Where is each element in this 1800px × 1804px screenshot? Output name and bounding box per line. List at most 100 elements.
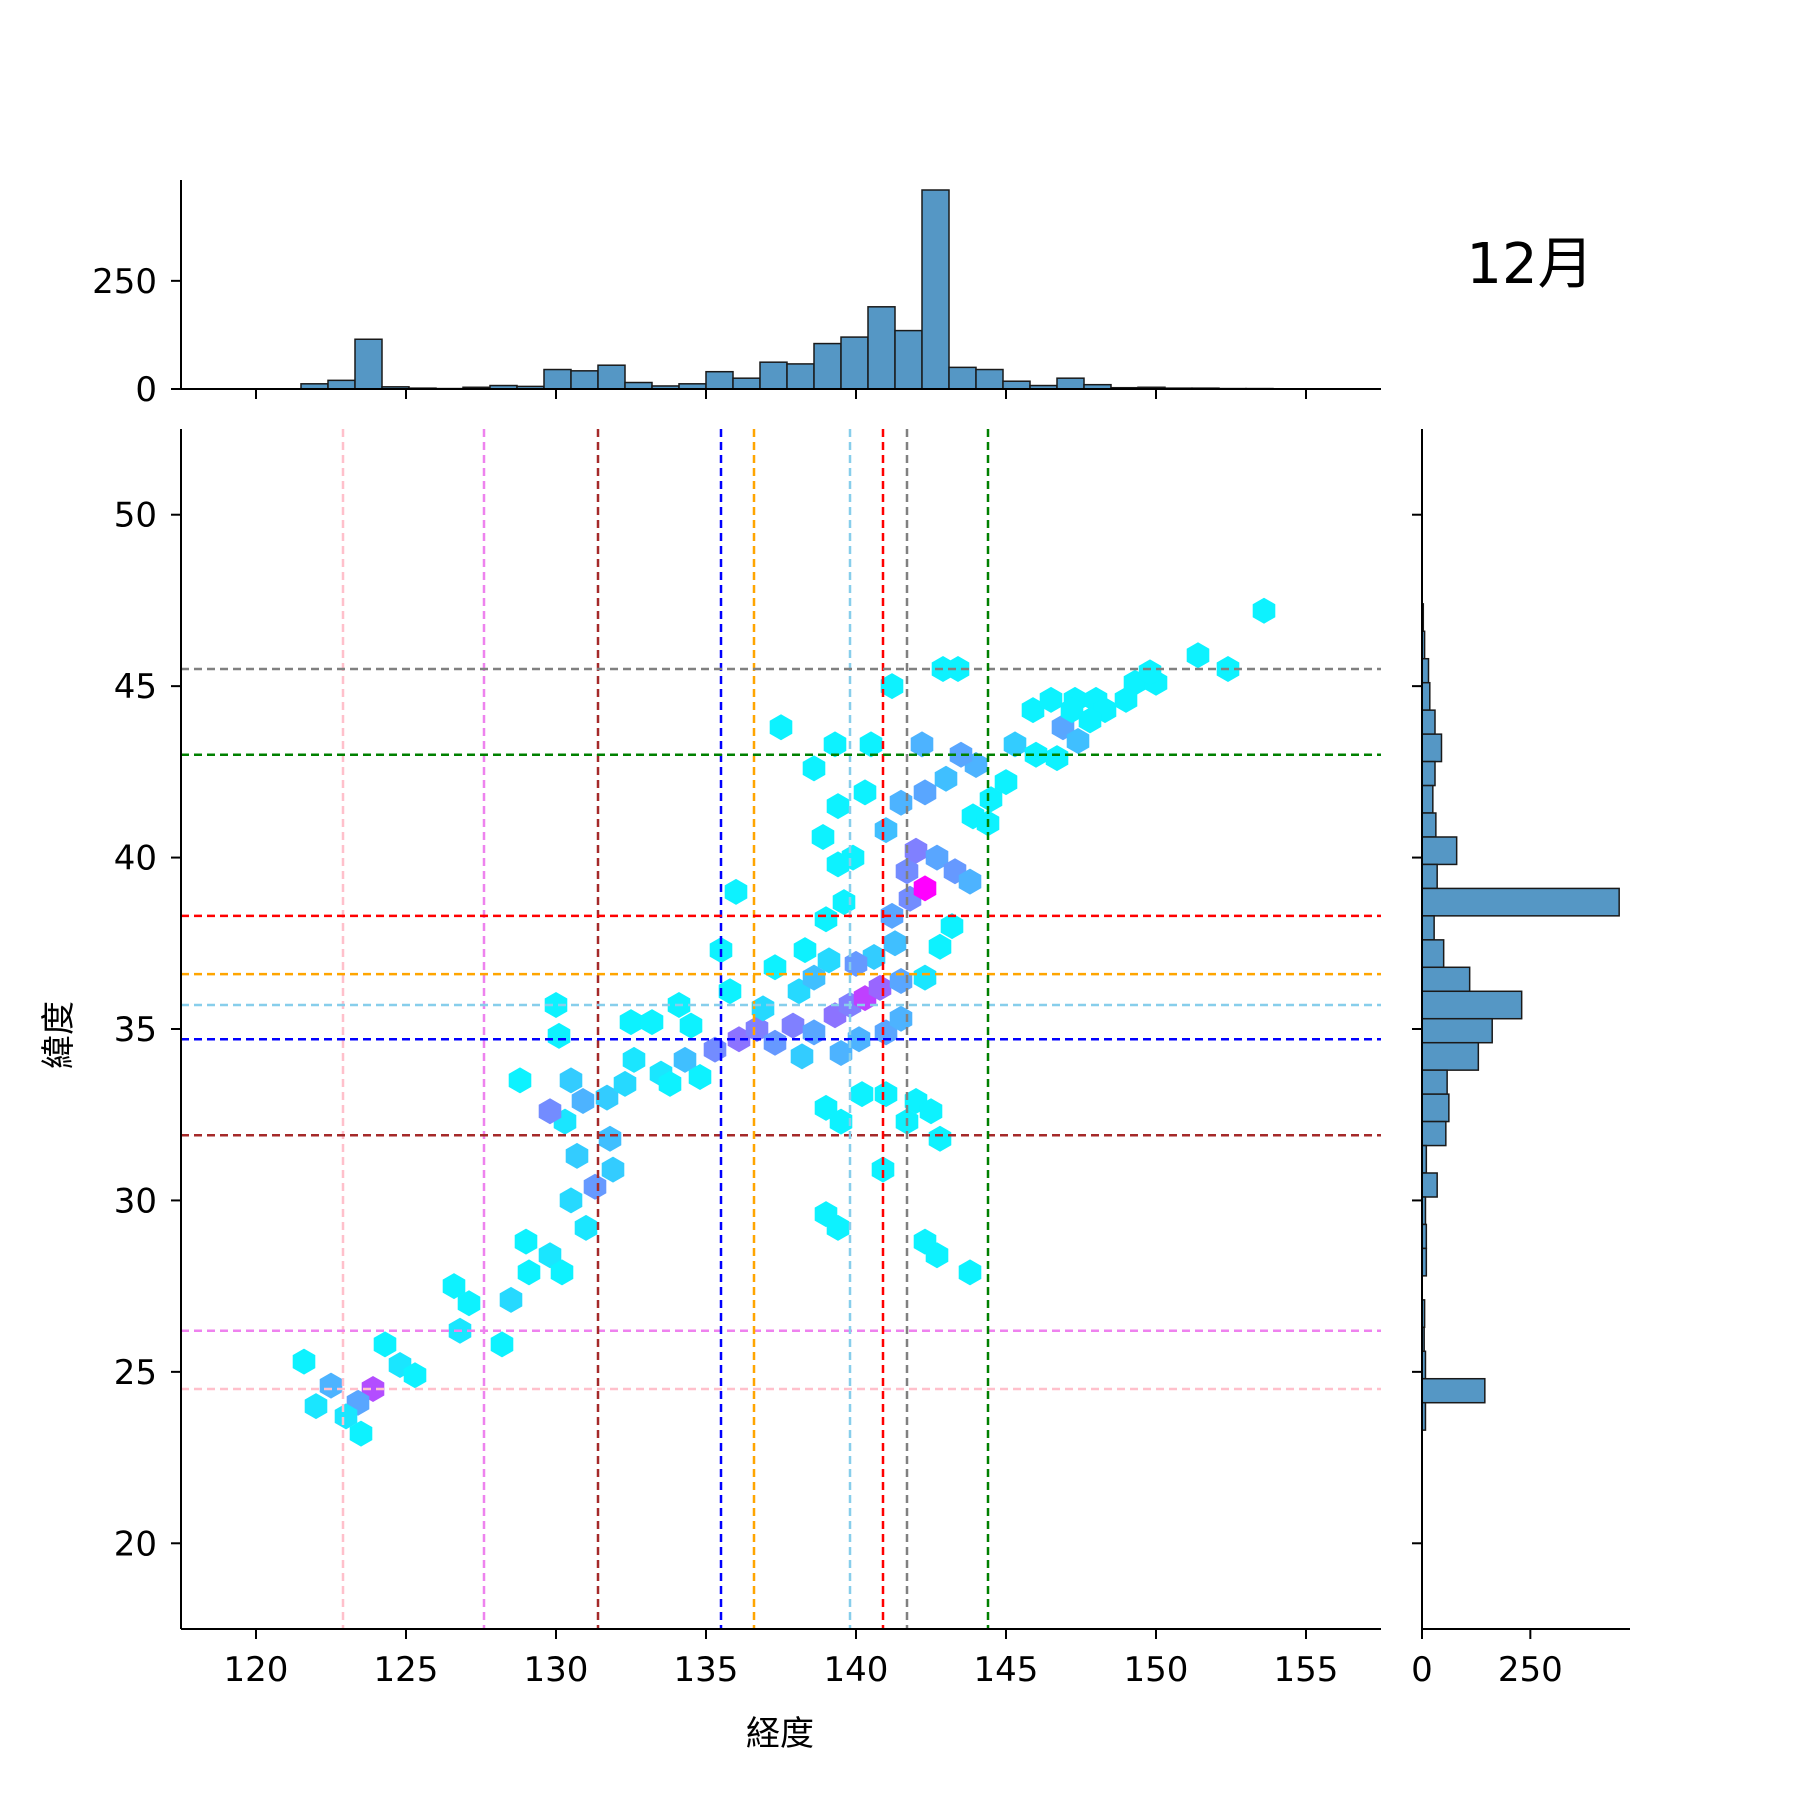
top-histogram-bar — [895, 331, 922, 389]
hexbin-cell — [764, 954, 787, 980]
top-histogram-bar — [949, 367, 976, 389]
hexbin-cell — [770, 714, 793, 740]
x-tick-label: 120 — [224, 1650, 289, 1690]
hexbin-cell — [548, 1023, 571, 1049]
right-histogram-bar — [1422, 837, 1457, 864]
hexbin-cell — [1046, 745, 1069, 771]
right-histogram-bar — [1422, 991, 1522, 1018]
hexbin-cell — [725, 879, 748, 905]
hexbin-cell — [572, 1088, 595, 1114]
hexbin-cell — [305, 1393, 328, 1419]
top-y-tick-label: 0 — [135, 370, 157, 410]
top-histogram-bar — [706, 372, 733, 389]
right-histogram-bar — [1422, 786, 1433, 813]
hexbin-cell — [320, 1373, 343, 1399]
hexbin-cell — [560, 1187, 583, 1213]
right-histogram-bar — [1422, 888, 1619, 915]
hexbin-cell — [935, 766, 958, 792]
right-histogram-bar — [1422, 710, 1435, 734]
hexbin-cell — [293, 1349, 316, 1375]
hexbin-cell — [890, 790, 913, 816]
top-histogram-bar — [355, 339, 382, 389]
y-tick-label: 35 — [114, 1010, 157, 1050]
top-histogram-bar — [598, 365, 625, 389]
top-histogram: 0 250 — [92, 180, 1381, 410]
hexbin-cell — [575, 1215, 598, 1241]
top-histogram-bar — [760, 362, 787, 389]
top-histogram-bar — [814, 344, 841, 389]
right-histogram-bar — [1422, 1379, 1485, 1403]
right-histogram-bar — [1422, 1094, 1449, 1121]
x-tick-label: 130 — [524, 1650, 589, 1690]
hexbin-cell — [584, 1174, 607, 1200]
hexbin-cell — [854, 779, 877, 805]
y-tick-label: 40 — [114, 839, 157, 879]
right-histogram-bar — [1422, 683, 1430, 710]
x-axis-label: 経度 — [746, 1714, 814, 1754]
y-tick-label: 45 — [114, 667, 157, 707]
right-histogram-bar — [1422, 864, 1437, 888]
x-tick-label: 125 — [374, 1650, 439, 1690]
hexbin-cell — [914, 965, 937, 991]
hexbin-cell — [518, 1259, 541, 1285]
right-histogram-bar — [1422, 1043, 1478, 1070]
x-tick-label: 145 — [974, 1650, 1039, 1690]
right-histogram-bar — [1422, 762, 1435, 786]
hexbin-cell — [890, 968, 913, 994]
hexbin-cell — [827, 793, 850, 819]
hexbin-cell — [875, 817, 898, 843]
top-histogram-bar — [1057, 378, 1084, 389]
hexbin-cell — [929, 1126, 952, 1152]
hexbin-cell — [884, 930, 907, 956]
y-tick-label: 30 — [114, 1181, 157, 1221]
x-tick-label: 150 — [1124, 1650, 1189, 1690]
top-histogram-bar — [544, 370, 571, 389]
hexbin-cell — [500, 1287, 523, 1313]
top-histogram-bar — [787, 364, 814, 389]
hexbin-cell — [914, 779, 937, 805]
hexbin-cell — [803, 755, 826, 781]
right-histogram-bar — [1422, 1019, 1492, 1043]
top-histogram-bar — [1003, 381, 1030, 389]
chart-title: 12月 — [1466, 232, 1593, 297]
y-tick-label: 20 — [114, 1524, 157, 1564]
hexbin-cell — [1253, 598, 1276, 624]
hexbin-cell — [833, 889, 856, 915]
hexbin-cell — [680, 1013, 703, 1039]
hexbin-cell — [875, 1081, 898, 1107]
hexbin-cell — [641, 1009, 664, 1035]
hexbin-cell — [791, 1043, 814, 1069]
hexbin-cell — [803, 1019, 826, 1045]
hexbin-cell — [515, 1229, 538, 1255]
top-y-tick-label: 250 — [92, 262, 157, 302]
hexbin-cell — [782, 1013, 805, 1039]
hexbin-cell — [560, 1067, 583, 1093]
right-histogram-bar — [1422, 916, 1434, 940]
right-x-tick-label: 250 — [1498, 1650, 1563, 1690]
y-tick-label: 50 — [114, 496, 157, 536]
right-histogram-bar — [1422, 1070, 1447, 1094]
top-histogram-bar — [733, 378, 760, 389]
hexbin-cell — [851, 1081, 874, 1107]
y-axis-label: 緯度 — [39, 1001, 79, 1069]
hexbin-cell — [1187, 642, 1210, 668]
hexbin-cell — [491, 1331, 514, 1357]
x-tick-label: 135 — [674, 1650, 739, 1690]
top-histogram-bar — [841, 337, 868, 389]
hexbin-cell — [509, 1067, 532, 1093]
hexbin-cell — [620, 1009, 643, 1035]
hexbin-cell — [599, 1126, 622, 1152]
right-histogram-bar — [1422, 734, 1442, 761]
right-histogram-bar — [1422, 940, 1444, 967]
hexbin-cell — [602, 1157, 625, 1183]
hexbin-cell — [374, 1331, 397, 1357]
x-tick-label: 155 — [1274, 1650, 1339, 1690]
hexbin-cell — [815, 906, 838, 932]
right-x-tick-label: 0 — [1411, 1650, 1433, 1690]
hexbin-cell — [959, 1259, 982, 1285]
y-tick-label: 25 — [114, 1353, 157, 1393]
top-histogram-bar — [571, 371, 598, 389]
hexbin-cell — [929, 934, 952, 960]
